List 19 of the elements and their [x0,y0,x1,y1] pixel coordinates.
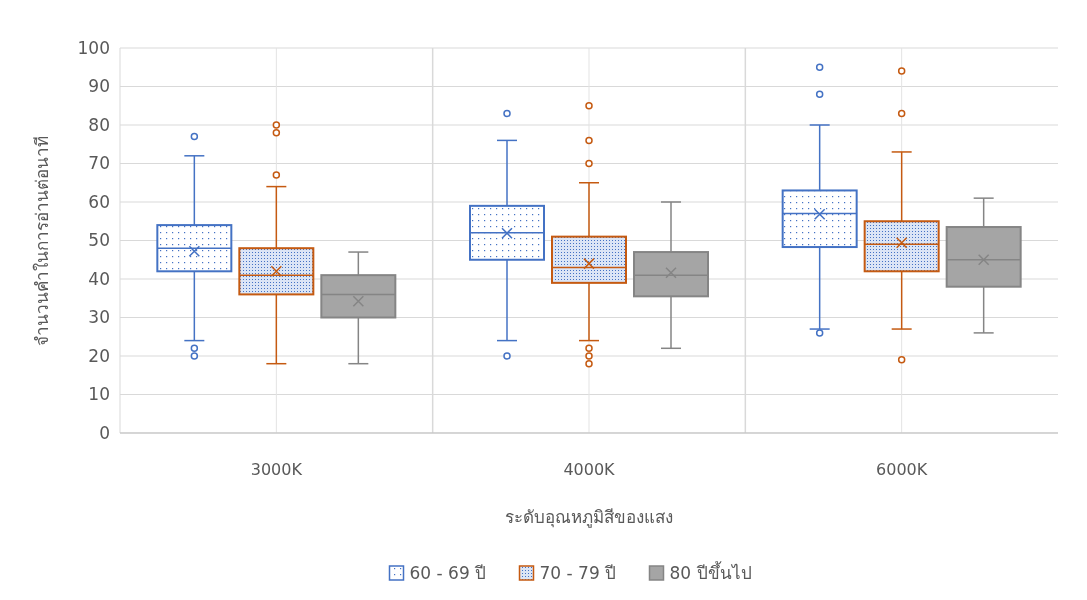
x-tick-label: 6000K [876,460,928,479]
y-tick-label: 90 [88,76,110,97]
y-tick-label: 50 [88,230,110,251]
x-tick-label: 4000K [563,460,616,479]
y-tick-label: 40 [88,268,110,289]
y-tick-label: 0 [99,422,110,443]
y-tick-label: 30 [88,307,110,328]
y-tick-label: 70 [88,153,110,174]
y-tick-label: 100 [77,37,110,58]
x-tick-label: 3000K [250,460,303,479]
legend-label: 60 - 69 ปี [409,562,487,583]
y-tick-label: 60 [88,191,110,212]
legend-label: 80 ปีขึ้นไป [669,560,752,583]
x-axis-title: ระดับอุณหภูมิสีของแสง [505,507,673,528]
legend-label: 70 - 79 ปี [539,562,617,583]
y-tick-label: 80 [88,114,110,135]
y-axis-title: จำนวนคำในการอ่านต่อนาที [32,135,52,346]
y-tick-label: 10 [88,384,110,405]
y-tick-label: 20 [88,345,110,366]
